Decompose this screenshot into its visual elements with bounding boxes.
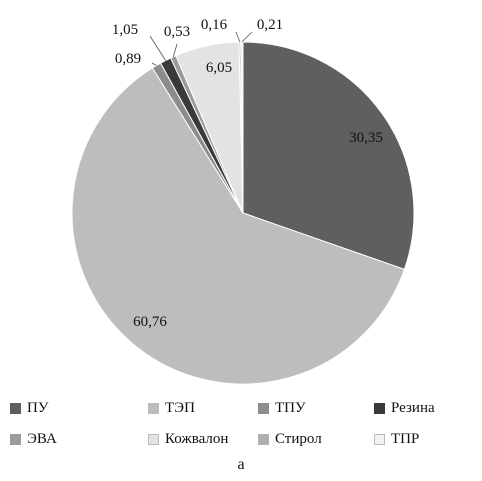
chart-legend: ПУ ТЭП ТПУ Резина ЭВА Кожвалон Стирол ТПР xyxy=(10,400,480,448)
legend-label: Кожвалон xyxy=(165,431,229,447)
legend-item: ТПР xyxy=(374,431,470,448)
legend-item: ЭВА xyxy=(10,431,148,448)
legend-label: ТЭП xyxy=(165,400,195,416)
legend-swatch xyxy=(374,434,385,445)
legend-swatch xyxy=(148,403,159,414)
leader-line xyxy=(241,31,253,43)
pie-slice xyxy=(71,67,406,385)
leader-line xyxy=(172,43,178,57)
slice-data-label: 30,35 xyxy=(349,130,383,146)
pie-chart: 30,35 60,76 0,89 1,05 0,53 6,05 0,16 0,21 xyxy=(71,17,415,385)
legend-swatch xyxy=(148,434,159,445)
legend-label: Резина xyxy=(391,400,435,416)
slice-data-label: 0,21 xyxy=(257,17,283,33)
legend-swatch xyxy=(10,434,21,445)
slice-data-label: 0,16 xyxy=(201,17,228,33)
slice-data-label: 0,89 xyxy=(115,51,141,67)
legend-label: Стирол xyxy=(275,431,322,447)
leader-line xyxy=(149,35,166,61)
legend-swatch xyxy=(374,403,385,414)
figure-caption: а xyxy=(237,456,245,473)
legend-label: ТПУ xyxy=(275,400,306,416)
legend-item: Кожвалон xyxy=(148,431,258,448)
legend-item: Стирол xyxy=(258,431,374,448)
leader-line xyxy=(235,31,241,43)
legend-label: ЭВА xyxy=(27,431,57,447)
legend-label: ТПР xyxy=(391,431,420,447)
slice-data-label: 1,05 xyxy=(112,22,138,38)
legend-swatch xyxy=(258,403,269,414)
legend-swatch xyxy=(258,434,269,445)
pie-slice xyxy=(242,41,415,271)
legend-item: ТПУ xyxy=(258,400,374,417)
legend-item: Резина xyxy=(374,400,470,417)
legend-item: ТЭП xyxy=(148,400,258,417)
leader-line xyxy=(151,62,157,66)
legend-item: ПУ xyxy=(10,400,148,417)
legend-label: ПУ xyxy=(27,400,49,416)
slice-data-label: 60,76 xyxy=(133,314,167,330)
slice-data-label: 6,05 xyxy=(206,60,232,76)
legend-swatch xyxy=(10,403,21,414)
slice-data-label: 0,53 xyxy=(164,24,190,40)
